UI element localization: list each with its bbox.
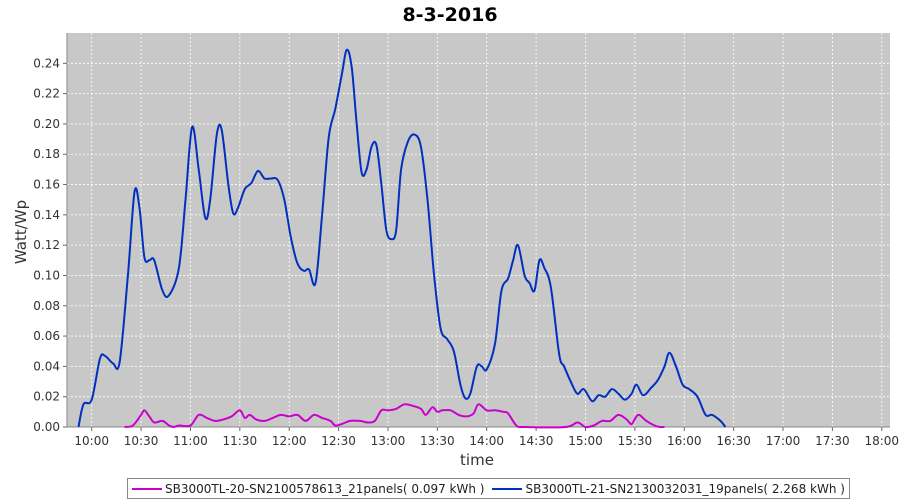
x-tick-label: 11:00 (173, 434, 208, 448)
legend-label: SB3000TL-21-SN2130032031_19panels( 2.268… (525, 481, 845, 496)
y-tick-label: 0.10 (33, 268, 60, 282)
x-tick-label: 16:30 (716, 434, 751, 448)
x-tick-label: 16:00 (667, 434, 702, 448)
line-chart: 0.00 0.02 0.04 0.06 0.08 0.10 0.12 0.14 0.16 0.18… (12, 33, 899, 469)
y-tick-label: 0.08 (33, 299, 60, 313)
x-tick-label: 14:30 (519, 434, 554, 448)
x-axis-label: time (460, 451, 494, 469)
chart-title: 8-3-2016 (402, 4, 498, 26)
y-axis-label: Watt/Wp (12, 200, 30, 264)
y-tick-label: 0.20 (33, 117, 60, 131)
x-tick-label: 11:30 (223, 434, 258, 448)
x-axis-ticks: 10:00 10:30 11:00 11:30 12:00 12:30 13:00 13:30… (66, 33, 899, 448)
x-tick-label: 15:30 (618, 434, 653, 448)
x-tick-label: 10:30 (124, 434, 159, 448)
legend-item-1: SB3000TL-21-SN2130032031_19panels( 2.268… (492, 481, 845, 496)
x-tick-label: 13:30 (420, 434, 455, 448)
x-tick-label: 18:00 (864, 434, 899, 448)
series-line-0 (124, 403, 665, 429)
legend-item-0: SB3000TL-20-SN2100578613_21panels( 0.097… (132, 482, 484, 496)
y-tick-label: 0.04 (33, 359, 60, 373)
x-tick-label: 13:00 (371, 434, 406, 448)
series-line-1 (77, 48, 727, 428)
y-tick-label: 0.24 (33, 56, 60, 70)
x-tick-label: 10:00 (74, 434, 109, 448)
x-tick-label: 14:00 (469, 434, 504, 448)
x-tick-label: 15:00 (568, 434, 603, 448)
y-tick-label: 0.02 (33, 390, 60, 404)
y-tick-label: 0.18 (33, 147, 60, 161)
y-tick-label: 0.00 (33, 420, 60, 434)
x-tick-label: 17:30 (815, 434, 850, 448)
y-tick-label: 0.12 (33, 238, 60, 252)
legend-swatch (132, 487, 162, 490)
y-tick-label: 0.14 (33, 208, 60, 222)
y-tick-label: 0.06 (33, 329, 60, 343)
series-lines (77, 48, 727, 429)
plot-area (67, 33, 890, 427)
chart-legend: SB3000TL-20-SN2100578613_21panels( 0.097… (127, 478, 850, 499)
legend-swatch (492, 487, 523, 490)
y-axis-ticks: 0.00 0.02 0.04 0.06 0.08 0.10 0.12 0.14 0.16 0.18… (33, 56, 67, 434)
y-tick-label: 0.22 (33, 87, 60, 101)
x-tick-label: 12:30 (321, 434, 356, 448)
legend-label: SB3000TL-20-SN2100578613_21panels( 0.097… (165, 481, 485, 496)
x-tick-label: 12:00 (272, 434, 307, 448)
y-tick-label: 0.16 (33, 178, 60, 192)
x-tick-label: 17:00 (766, 434, 801, 448)
